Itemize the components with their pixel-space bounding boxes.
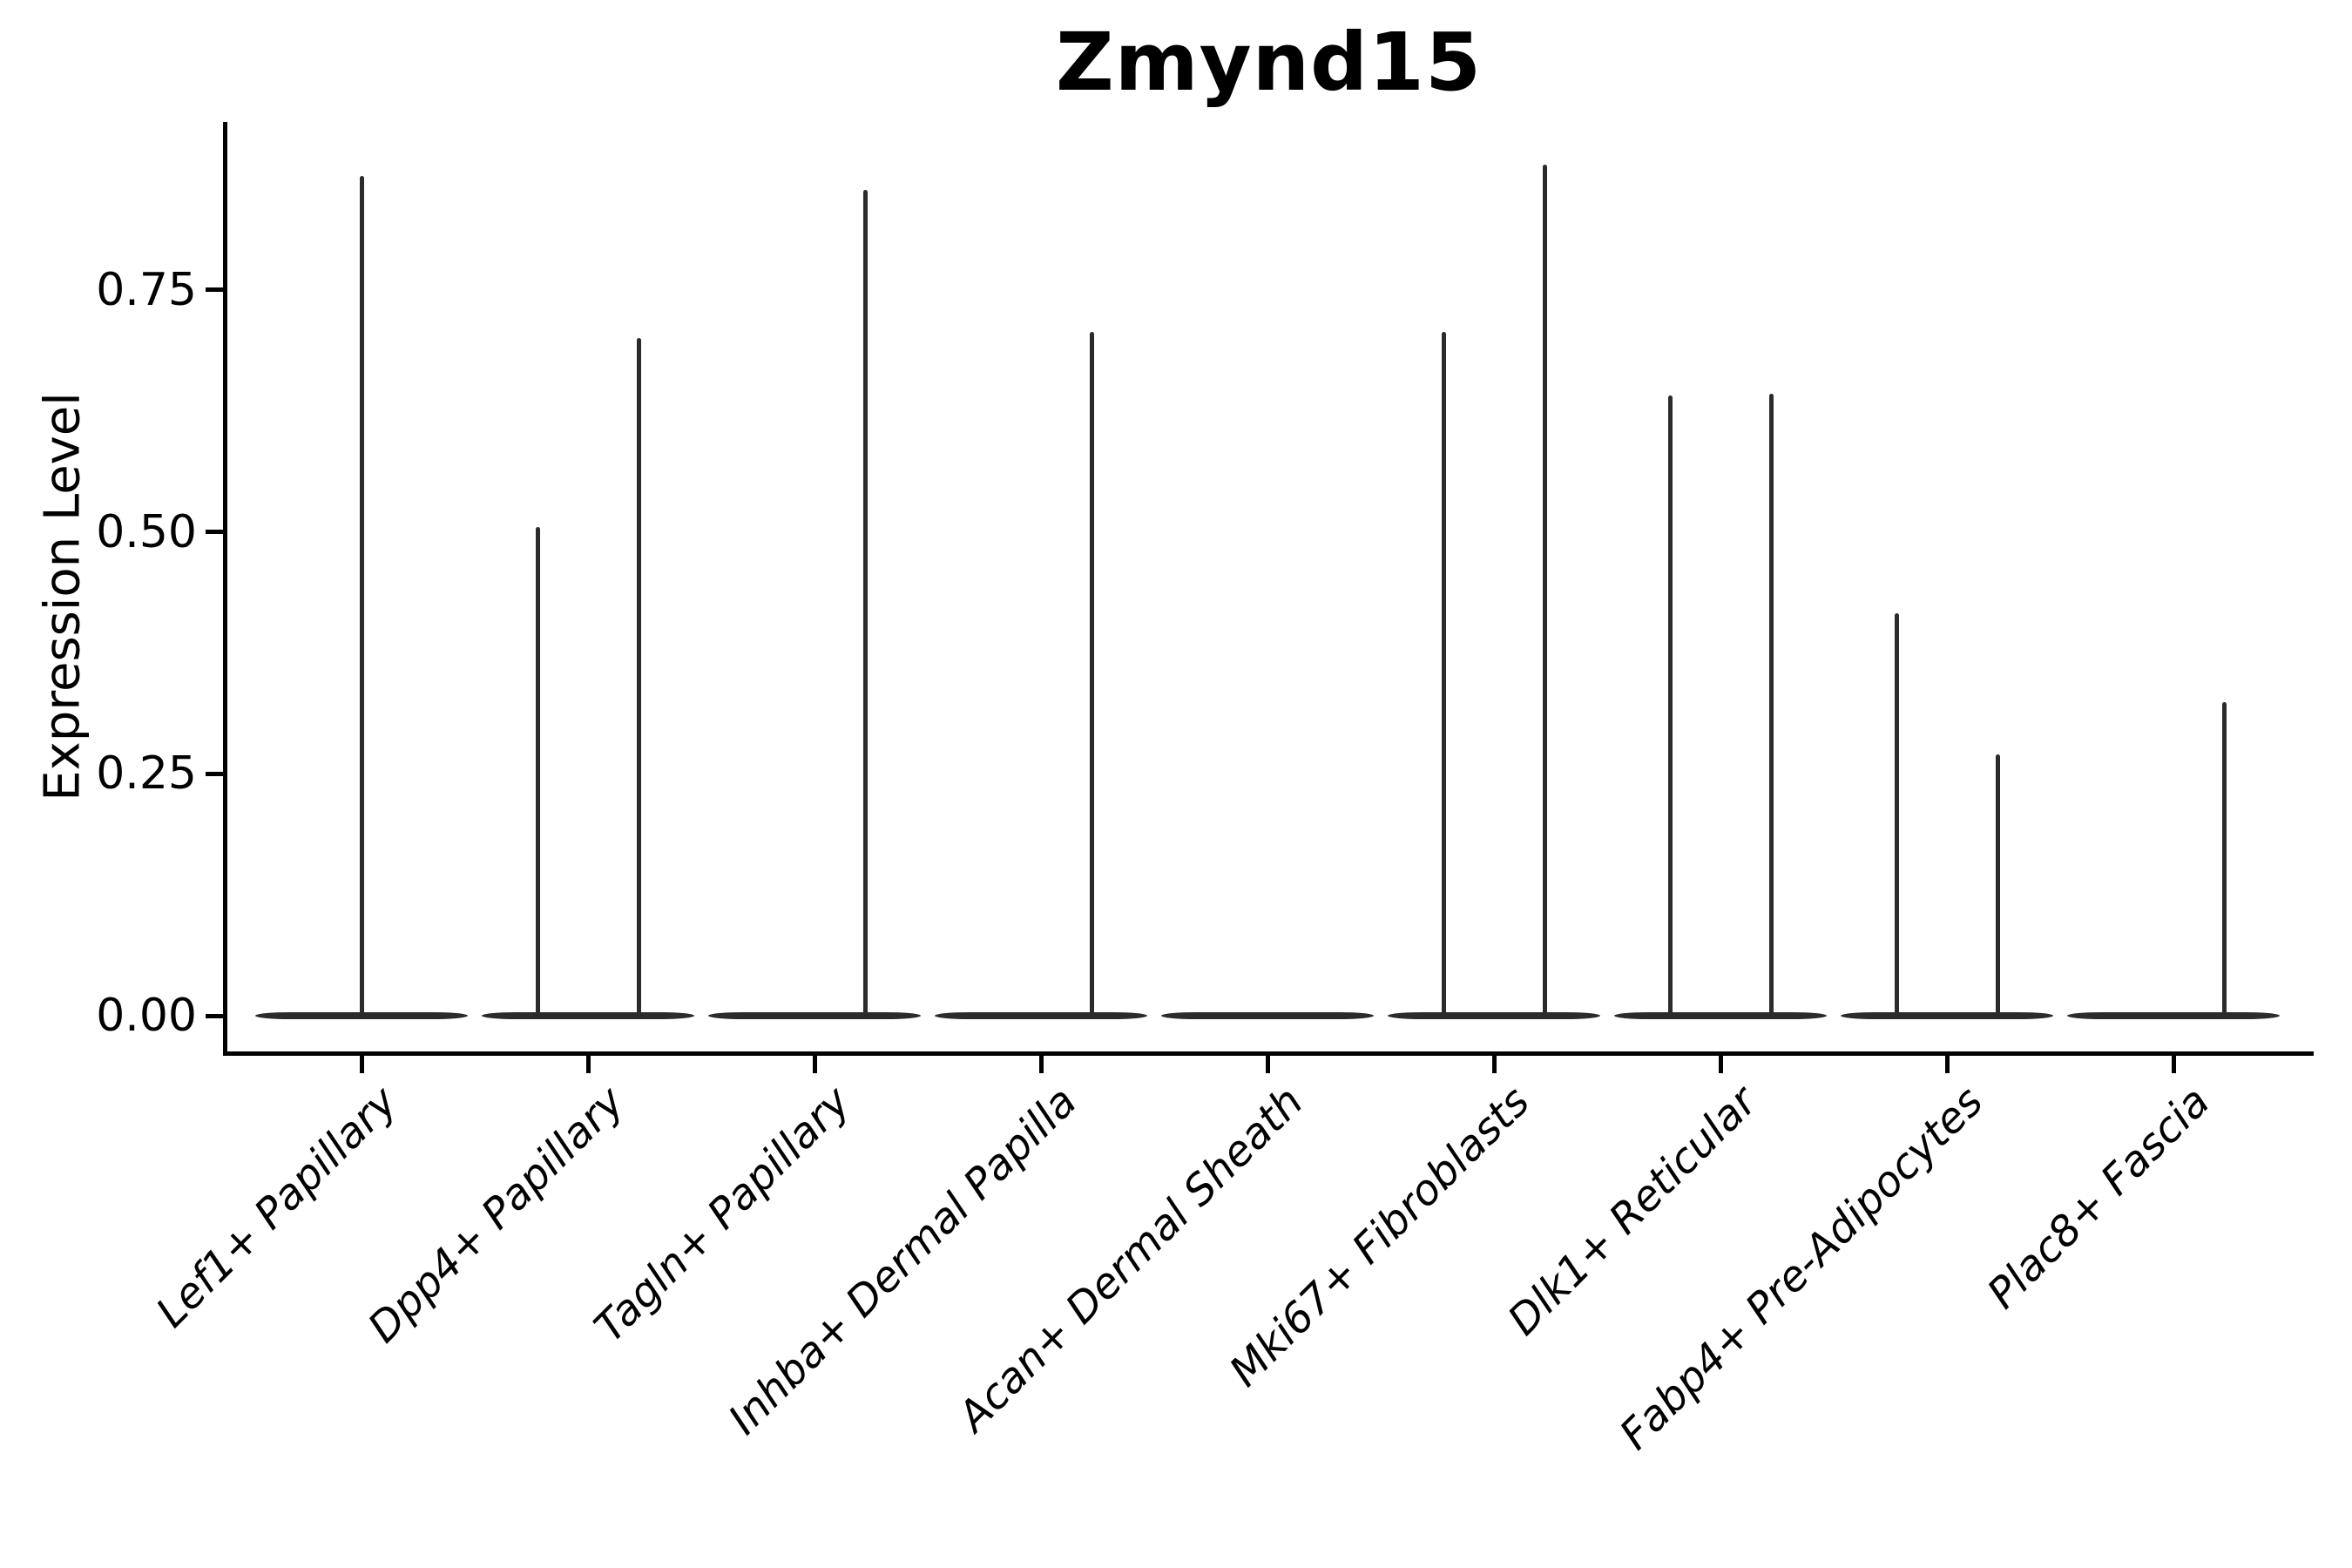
- y-axis-label: Expression Level: [34, 392, 91, 801]
- chart-title: Zmynd15: [1056, 16, 1482, 109]
- violin-spike: [862, 190, 868, 1017]
- y-tick-label: 0.75: [96, 263, 197, 316]
- violin-spike: [636, 338, 641, 1017]
- y-tick: [206, 530, 223, 534]
- x-tick: [2171, 1055, 2176, 1073]
- violin-zero-density: [2067, 1012, 2280, 1019]
- x-tick: [1944, 1055, 1950, 1073]
- x-tick: [1265, 1055, 1270, 1073]
- y-tick-label: 0.25: [96, 747, 197, 801]
- x-tick: [812, 1055, 817, 1073]
- y-tick: [206, 771, 223, 776]
- violin-spike: [1995, 754, 2000, 1017]
- x-tick: [1718, 1055, 1723, 1073]
- violin-spike: [1667, 395, 1673, 1017]
- violin-spike: [1894, 612, 1899, 1017]
- x-tick: [359, 1055, 364, 1073]
- violin-spike: [2221, 702, 2227, 1017]
- x-tick-label: Dlk1+ Reticular: [1497, 1077, 1767, 1345]
- y-tick: [206, 1013, 223, 1018]
- violin-spike: [1089, 331, 1094, 1017]
- x-axis-spine: [223, 1051, 2314, 1056]
- y-tick-label: 0.50: [96, 505, 197, 558]
- violin-spike: [1542, 165, 1547, 1017]
- violin-spike: [1768, 393, 1774, 1017]
- violin-zero-density: [708, 1012, 921, 1019]
- y-tick-label: 0.00: [96, 990, 197, 1042]
- violin-zero-density: [1161, 1012, 1374, 1019]
- violin-zero-density: [935, 1012, 1147, 1019]
- violin-zero-density: [1388, 1012, 1600, 1019]
- x-tick-label: Lef1+ Papillary: [147, 1077, 408, 1337]
- violin-zero-density: [482, 1012, 694, 1019]
- violin-zero-density: [1841, 1012, 2053, 1019]
- violin-spike: [359, 175, 364, 1017]
- violin-spike: [1441, 331, 1446, 1017]
- y-tick: [206, 287, 223, 293]
- x-tick-label: Plac8+ Fascia: [1977, 1077, 2220, 1319]
- y-axis-spine: [223, 122, 227, 1055]
- x-tick-label: Fabp4+ Pre-Adipocytes: [1610, 1077, 1993, 1460]
- x-tick: [585, 1055, 591, 1073]
- x-tick: [1491, 1055, 1497, 1073]
- x-tick: [1038, 1055, 1044, 1073]
- violin-spike: [535, 526, 540, 1017]
- violin-zero-density: [1614, 1012, 1827, 1019]
